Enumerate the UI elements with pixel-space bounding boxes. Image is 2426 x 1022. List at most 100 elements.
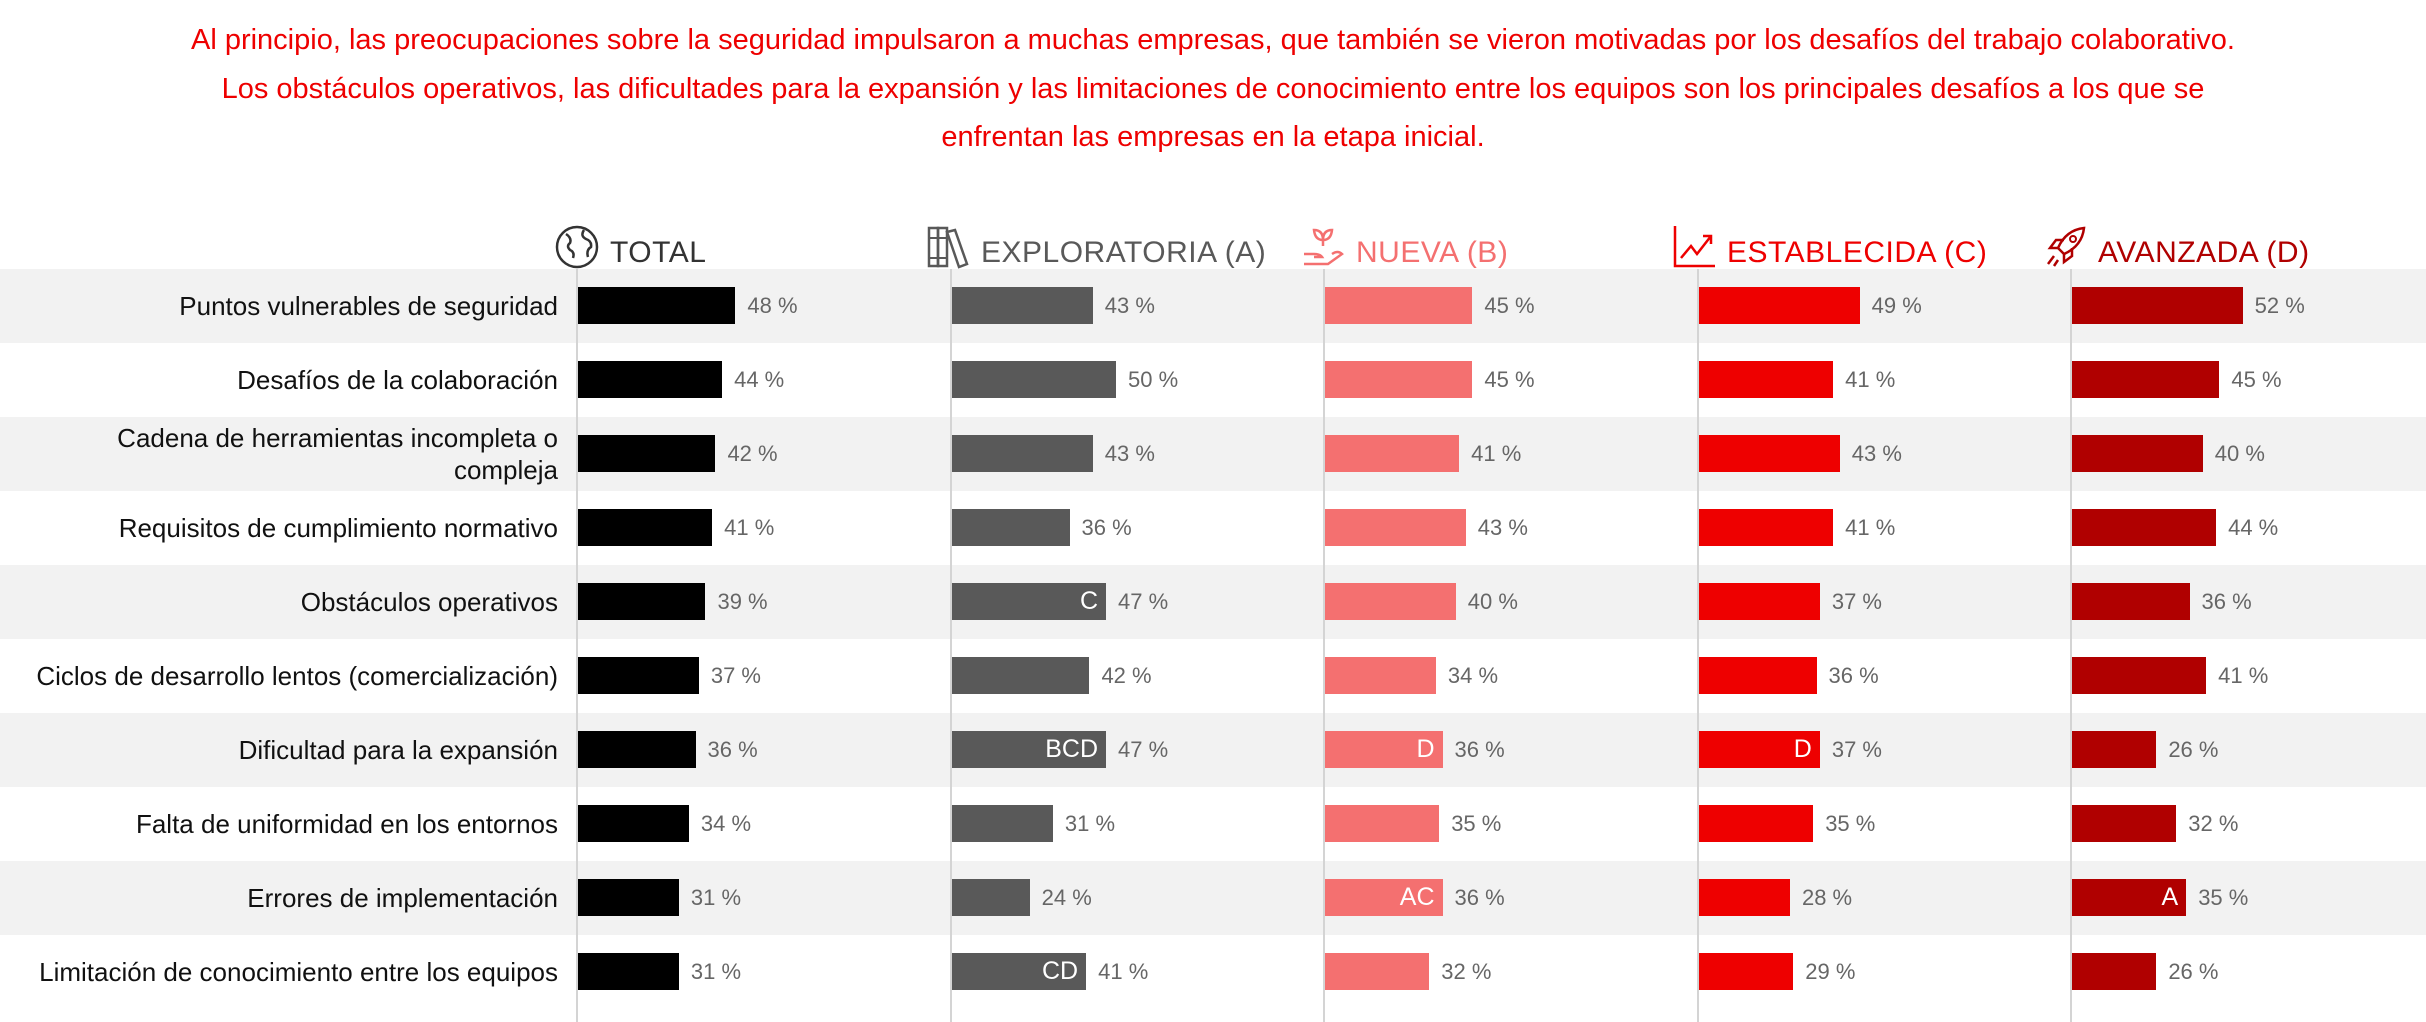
significance-label: D [1793, 735, 1812, 763]
bar [1697, 287, 1860, 324]
bar [1697, 953, 1794, 990]
category-label: Errores de implementación [247, 883, 558, 913]
bar [1323, 361, 1473, 398]
bar [576, 583, 706, 620]
bar: D [1323, 731, 1443, 768]
bar [576, 879, 679, 916]
data-label: 41 % [1471, 440, 1522, 466]
series-header: TOTAL [554, 224, 707, 270]
data-label: 49 % [1871, 292, 1922, 318]
bar: AC [1323, 879, 1443, 916]
axis-line [1697, 269, 1699, 1022]
data-label: 32 % [1441, 958, 1492, 984]
data-label: 42 % [727, 440, 778, 466]
bar [2070, 953, 2157, 990]
trend-chart-icon [1671, 224, 1727, 270]
data-label: 47 % [1118, 736, 1169, 762]
data-label: 34 % [1447, 662, 1499, 688]
seedling-icon [1300, 224, 1356, 270]
globe-icon [554, 224, 610, 270]
bar [950, 879, 1030, 916]
bar [576, 435, 716, 472]
data-label: 42 % [1101, 662, 1152, 688]
significance-label: A [2161, 883, 2179, 911]
data-label: 31 % [690, 958, 742, 984]
data-label: 41 % [1098, 958, 1149, 984]
data-label: 41 % [2218, 662, 2269, 688]
significance-label: D [1416, 735, 1435, 763]
bar [1323, 435, 1460, 472]
category-label: Obstáculos operativos [300, 587, 558, 617]
data-label: 37 % [1831, 736, 1882, 762]
chart-row: Cadena de herramientas incompleta o comp… [0, 417, 2426, 491]
series-header: AVANZADA (D) [2042, 226, 2310, 270]
series-header: EXPLORATORIA (A) [925, 226, 1266, 270]
bar [1323, 583, 1456, 620]
data-label: 45 % [1484, 366, 1535, 392]
series-header: NUEVA (B) [1300, 226, 1508, 270]
chart-row: Requisitos de cumplimiento normativo 41 %… [0, 491, 2426, 565]
series-name: AVANZADA (D) [2098, 236, 2310, 269]
chart-title: Al principio, las preocupaciones sobre l… [0, 16, 2426, 162]
data-label: 37 % [1831, 588, 1882, 614]
series-name: NUEVA (B) [1356, 236, 1509, 269]
data-label: 28 % [1801, 884, 1853, 910]
data-label: 43 % [1851, 440, 1902, 466]
data-label: 31 % [690, 884, 742, 910]
data-label: 39 % [717, 588, 768, 614]
data-label: 43 % [1104, 292, 1155, 318]
series-header: ESTABLECIDA (C) [1671, 226, 1987, 270]
category-label: Requisitos de cumplimiento normativo [118, 513, 558, 543]
data-label: 36 % [707, 736, 758, 762]
category-label: Limitación de conocimiento entre los equ… [39, 957, 558, 987]
series-name: EXPLORATORIA (A) [981, 236, 1267, 269]
data-label: 40 % [2214, 440, 2265, 466]
data-label: 31 % [1064, 810, 1116, 836]
bar [2070, 509, 2217, 546]
bar [950, 657, 1090, 694]
axis-line [950, 269, 952, 1022]
bar: D [1697, 731, 1820, 768]
chart-row: Errores de implementación 31 % 24 % AC 36 % 2… [0, 861, 2426, 935]
bar [2070, 435, 2203, 472]
category-label: Falta de uniformidad en los entornos [135, 809, 558, 839]
significance-label: CD [1042, 957, 1079, 985]
data-label: 35 % [1825, 810, 1876, 836]
bar [2070, 805, 2177, 842]
data-label: 36 % [1081, 514, 1132, 540]
data-label: 50 % [1128, 366, 1179, 392]
series-name: TOTAL [610, 236, 707, 269]
bar [1697, 361, 1834, 398]
data-label: 41 % [1845, 514, 1896, 540]
series-name: ESTABLECIDA (C) [1727, 236, 1988, 269]
title-line: enfrentan las empresas en la etapa inici… [941, 121, 1485, 153]
bar [1323, 805, 1440, 842]
data-label: 29 % [1805, 958, 1856, 984]
data-label: 36 % [1454, 736, 1505, 762]
data-label: 41 % [1845, 366, 1896, 392]
category-label: Puntos vulnerables de seguridad [179, 291, 558, 321]
rocket-icon [2042, 224, 2098, 270]
title-line: Al principio, las preocupaciones sobre l… [190, 24, 2235, 56]
significance-label: AC [1399, 883, 1435, 911]
chart-row: Limitación de conocimiento entre los equ… [0, 935, 2426, 1009]
significance-label: C [1079, 587, 1099, 615]
bar [2070, 287, 2243, 324]
data-label: 26 % [2168, 736, 2219, 762]
bar [576, 953, 679, 990]
data-label: 32 % [2188, 810, 2239, 836]
axis-line [576, 269, 578, 1022]
data-label: 34 % [700, 810, 752, 836]
bar [2070, 361, 2220, 398]
bar [576, 287, 736, 324]
category-label: Ciclos de desarrollo lentos (comercializ… [36, 661, 558, 691]
category-label: Dificultad para la expansión [238, 735, 558, 765]
chart-row: Puntos vulnerables de seguridad 48 % 43 % 4… [0, 269, 2426, 343]
data-label: 44 % [734, 366, 785, 392]
bar [950, 435, 1093, 472]
bar [576, 657, 699, 694]
data-label: 41 % [724, 514, 775, 540]
data-label: 43 % [1477, 514, 1528, 540]
chart-row: Falta de uniformidad en los entornos 34 %… [0, 787, 2426, 861]
bar [1697, 509, 1834, 546]
